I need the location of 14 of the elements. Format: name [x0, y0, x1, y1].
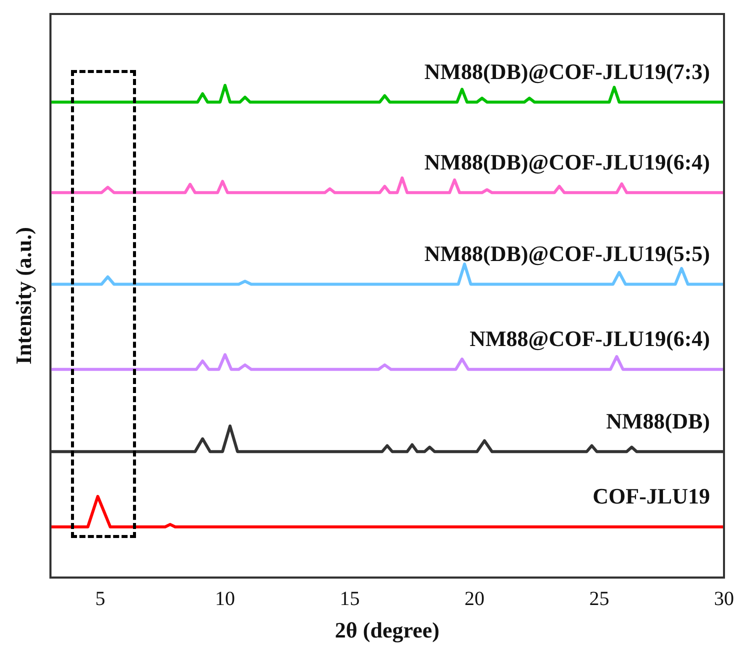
- x-tick-label: 20: [464, 588, 485, 610]
- series-label: NM88(DB)@COF-JLU19(7:3): [424, 58, 710, 84]
- x-tick-label: 5: [95, 588, 106, 610]
- series-label: COF-JLU19: [592, 484, 710, 509]
- series-label: NM88@COF-JLU19(6:4): [470, 326, 710, 352]
- x-tick-label: 30: [714, 588, 734, 610]
- x-axis-title: 2θ (degree): [334, 617, 440, 642]
- series-label: NM88(DB): [606, 408, 710, 434]
- series-label: NM88(DB)@COF-JLU19(5:5): [424, 240, 710, 266]
- y-axis-title: Intensity (a.u.): [10, 227, 36, 365]
- x-tick-label: 10: [215, 588, 236, 610]
- series-label: NM88(DB)@COF-JLU19(6:4): [424, 149, 710, 174]
- x-tick-label: 15: [340, 588, 360, 610]
- x-tick-label: 25: [589, 588, 610, 610]
